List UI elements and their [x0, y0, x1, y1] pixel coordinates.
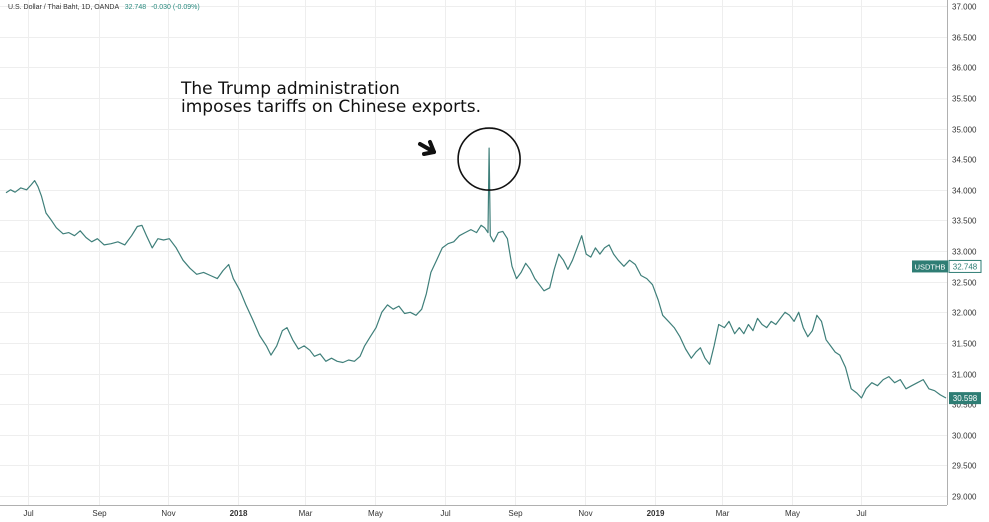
marker-price-badge [949, 392, 981, 405]
annotation-text: The Trump administration imposes tariffs… [181, 80, 481, 116]
marker-symbol-badge [912, 260, 948, 273]
x-tick-label: Nov [161, 509, 175, 518]
y-tick-label: 34.500 [952, 156, 977, 165]
annotation-line-1: The Trump administration [181, 79, 400, 99]
x-tick-label: May [368, 509, 383, 518]
x-axis-ticks: Jul Sep Nov 2018 Mar May Jul Sep Nov 2019 Mar May Ju… [23, 509, 866, 518]
x-tick-label: Jul [440, 509, 450, 518]
highlight-circle [457, 127, 521, 191]
arrow-icon [418, 140, 436, 156]
y-tick-label: 33.000 [952, 248, 977, 257]
y-tick-label: 34.000 [952, 187, 977, 196]
x-tick-label: Sep [508, 509, 523, 518]
last-price: 32.748 [124, 4, 147, 11]
series-line-usdthb [5, 147, 947, 399]
marker-price-badge [948, 259, 982, 273]
y-tick-label: 36.000 [952, 64, 977, 73]
x-tick-label: Mar [716, 509, 730, 518]
price-markers: USDTHB 32.748 30.598 [912, 259, 982, 405]
x-tick-label: 2018 [230, 509, 248, 518]
marker-price-label: 32.748 [953, 262, 978, 271]
x-tick-label: Sep [92, 509, 107, 518]
y-tick-label: 35.000 [952, 126, 977, 135]
marker-price-label: 30.598 [953, 394, 978, 403]
y-tick-label: 32.500 [952, 279, 977, 288]
y-tick-label: 30.000 [952, 432, 977, 441]
x-tick-label: 2019 [647, 509, 665, 518]
y-tick-label: 33.500 [952, 217, 977, 226]
chart-legend: U.S. Dollar / Thai Baht, 1D, OANDA 32.74… [8, 4, 200, 11]
chart-grid [0, 0, 947, 505]
x-tick-label: Mar [299, 509, 313, 518]
y-tick-label: 30.500 [952, 401, 977, 410]
y-tick-label: 36.500 [952, 34, 977, 43]
y-tick-label: 37.000 [952, 3, 977, 12]
x-tick-label: Jul [23, 509, 33, 518]
y-tick-label: 31.000 [952, 371, 977, 380]
x-tick-label: Nov [578, 509, 592, 518]
x-tick-label: May [785, 509, 800, 518]
symbol-title: U.S. Dollar / Thai Baht, 1D, OANDA [8, 4, 119, 11]
y-tick-label: 35.500 [952, 95, 977, 104]
y-tick-label: 29.500 [952, 462, 977, 471]
marker-symbol-label: USDTHB [915, 262, 946, 271]
y-tick-label: 31.500 [952, 340, 977, 349]
x-tick-label: Jul [856, 509, 866, 518]
price-change: -0.030 (-0.09%) [151, 4, 200, 11]
annotation-line-2: imposes tariffs on Chinese exports. [181, 97, 482, 117]
y-axis-ticks: 37.000 36.500 36.000 35.500 35.000 34.500 34.0… [952, 3, 977, 502]
y-tick-label: 32.000 [952, 309, 977, 318]
y-tick-label: 29.000 [952, 493, 977, 502]
